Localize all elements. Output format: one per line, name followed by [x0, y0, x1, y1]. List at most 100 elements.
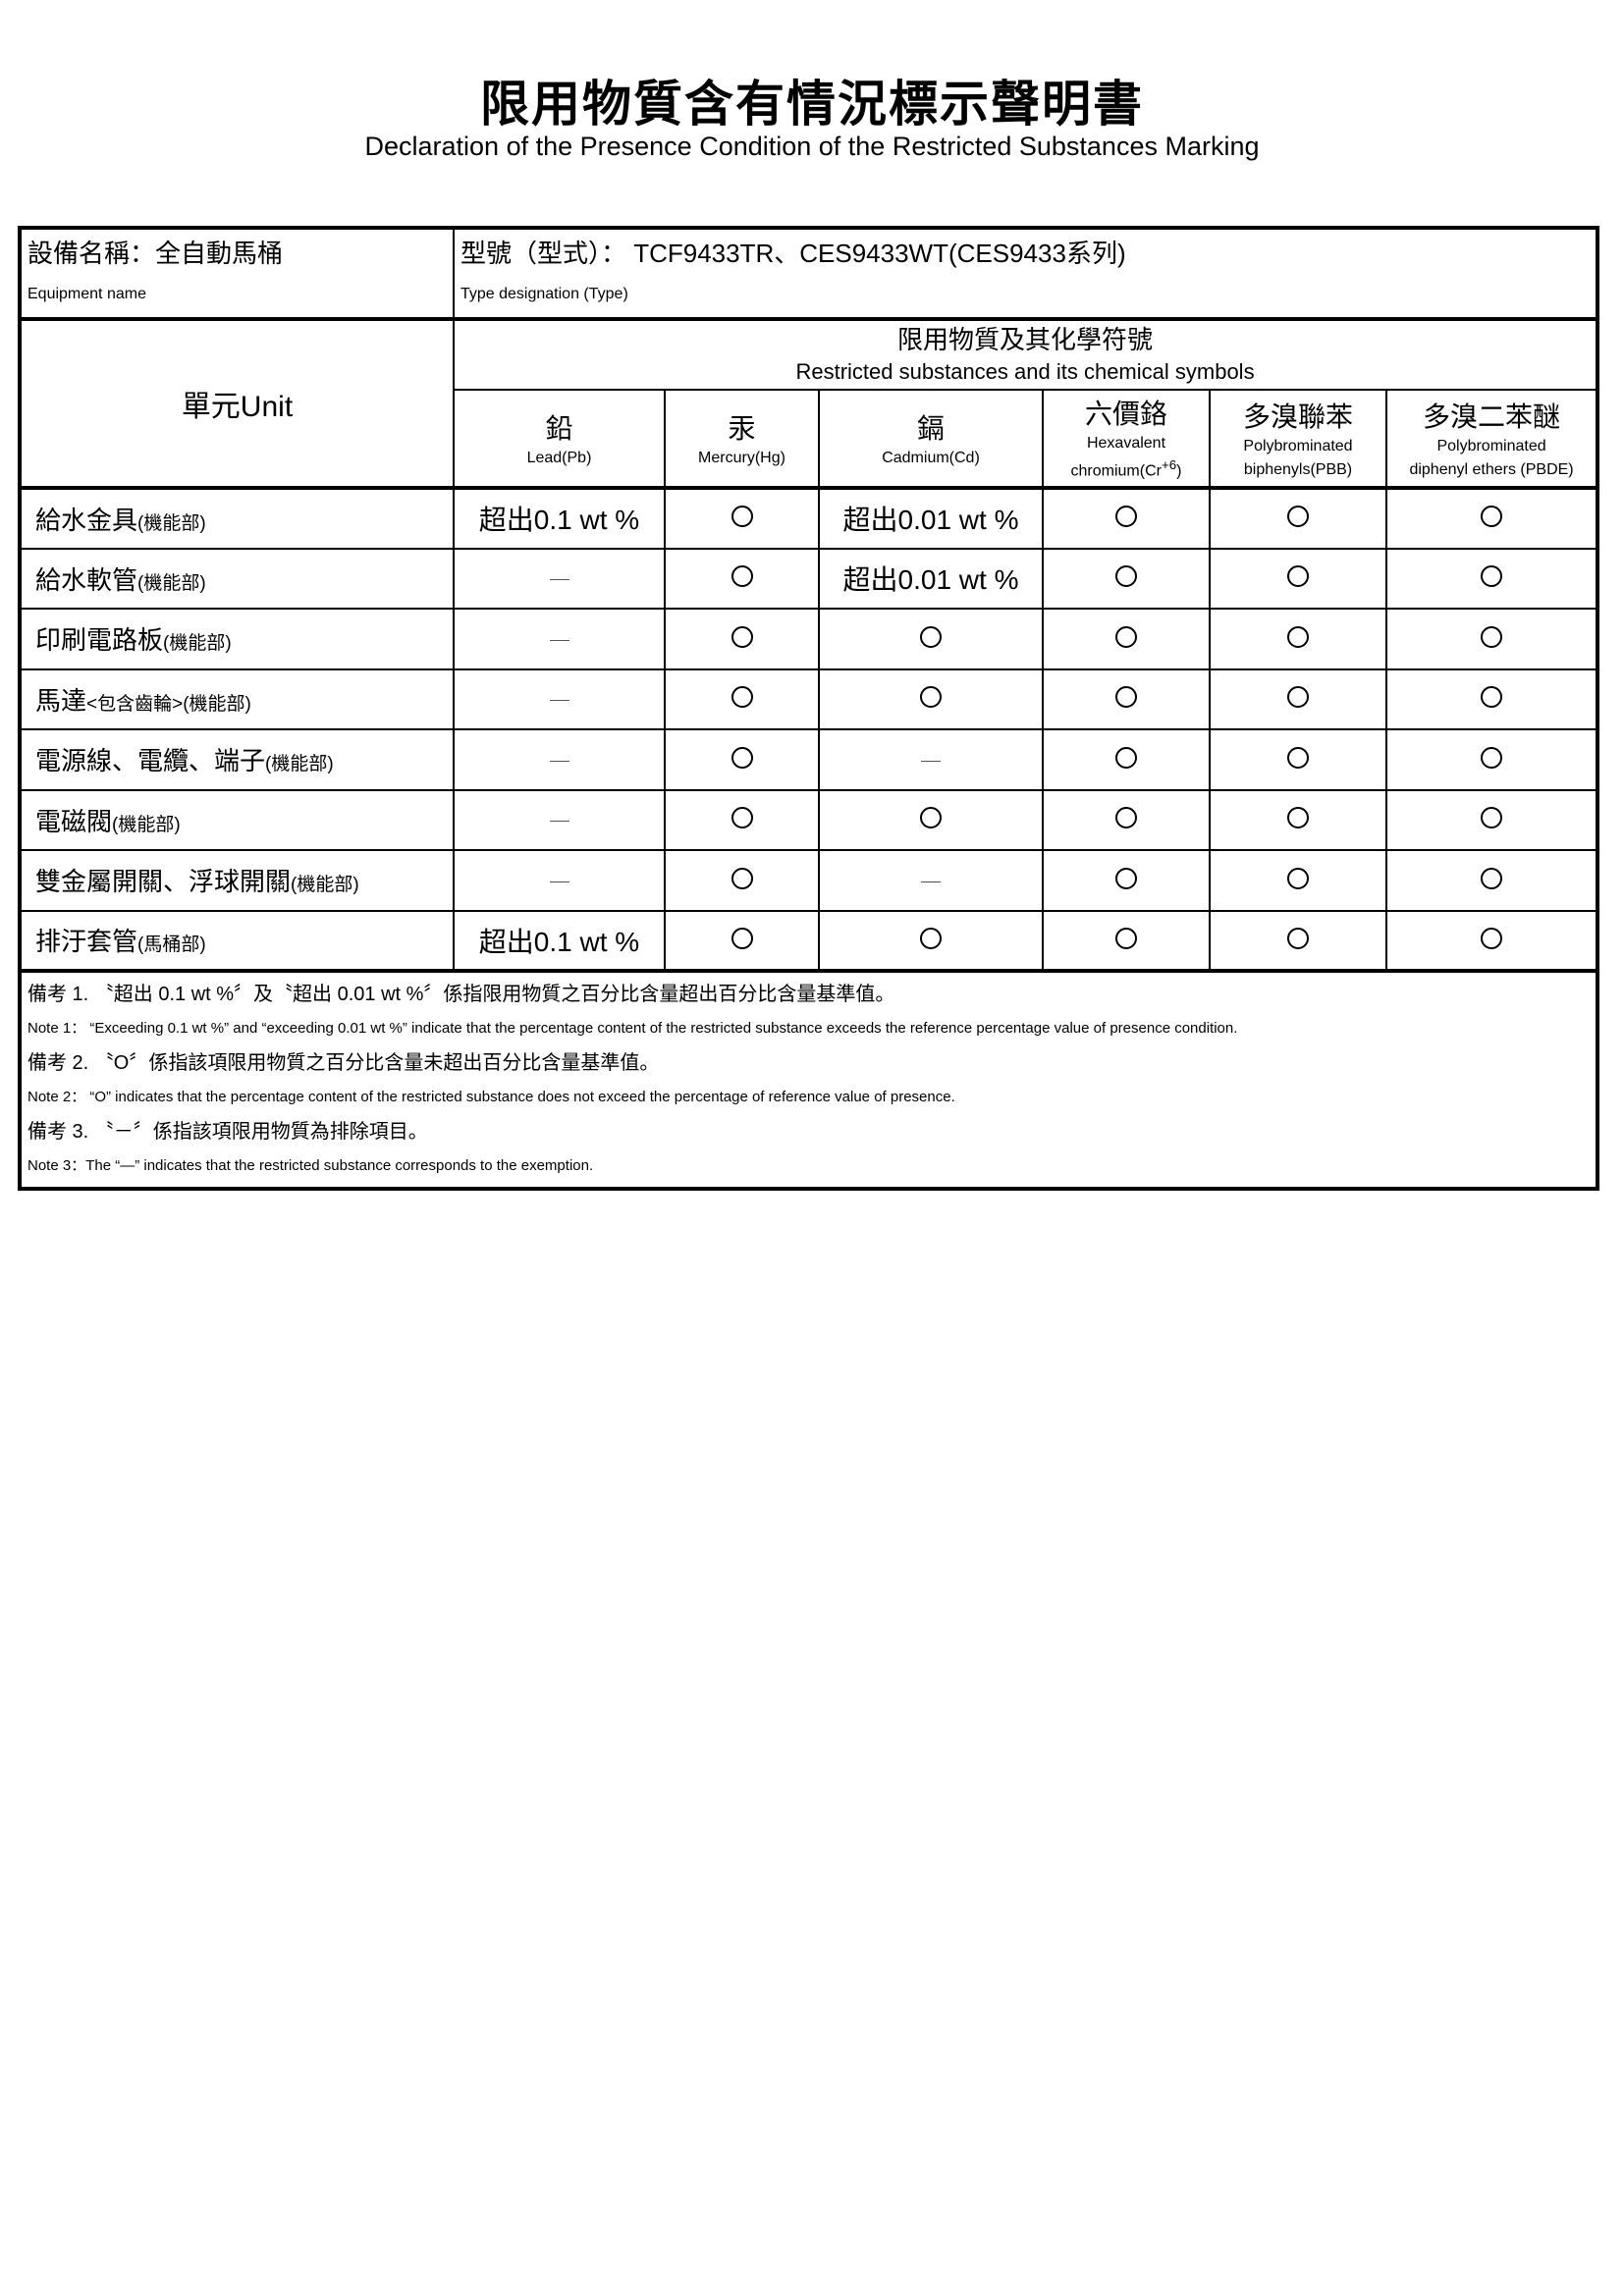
column-header-zh: 多溴二苯醚 [1423, 400, 1561, 432]
column-header-zh: 多溴聯苯 [1242, 400, 1353, 432]
circle-mark-icon [1287, 686, 1309, 709]
part-note: (機能部) [137, 572, 206, 594]
value-cell [453, 849, 666, 912]
value-cell [453, 608, 666, 670]
dash-mark-icon [549, 760, 569, 762]
part-name: 馬達<包含齒輪>(機能部) [19, 667, 455, 730]
superscript: +6 [1161, 457, 1177, 473]
circle-mark-icon [1481, 506, 1503, 528]
value-text: 超出0.01 wt % [842, 505, 1019, 536]
value-cell: 超出0.1 wt % [453, 487, 666, 550]
equipment-name-en: Equipment name [27, 286, 146, 302]
dash-mark-icon [549, 579, 569, 581]
circle-mark-icon [731, 927, 753, 949]
circle-mark-icon [920, 927, 942, 949]
value-cell [664, 849, 820, 912]
circle-mark-icon [1287, 867, 1309, 889]
column-header-en: Lead(Pb) [526, 449, 592, 466]
table-row: 馬達<包含齒輪>(機能部) [19, 667, 1599, 730]
circle-mark-icon [731, 686, 753, 709]
circle-mark-icon [1481, 927, 1503, 949]
part-note: (機能部) [265, 754, 334, 775]
value-cell [1384, 788, 1599, 851]
value-cell [664, 728, 820, 791]
unit-header: 單元Unit [19, 318, 455, 490]
column-header-en: Mercury(Hg) [698, 449, 785, 466]
type-designation-zh: 型號（型式）： TCF9433TR、CES9433WT(CES9433系列) [460, 239, 1126, 268]
part-note: (機能部) [137, 512, 206, 534]
note-zh: 備考 3. 〝－〞係指該項限用物質為排除項目。 [27, 1121, 428, 1143]
substances-header-en: Restricted substances and its chemical s… [795, 359, 1255, 385]
value-cell: 超出0.01 wt % [818, 487, 1044, 550]
circle-mark-icon [1115, 746, 1137, 769]
circle-mark-icon [731, 565, 753, 588]
circle-mark-icon [1115, 506, 1137, 528]
value-cell [453, 788, 666, 851]
value-cell [664, 667, 820, 730]
part-label: 給水金具 [35, 505, 138, 535]
circle-mark-icon [1287, 506, 1309, 528]
column-header-en: Polybrominated [1436, 437, 1546, 454]
circle-mark-icon [920, 807, 942, 829]
page-subtitle: Declaration of the Presence Condition of… [364, 132, 1260, 161]
circle-mark-icon [1287, 625, 1309, 648]
value-cell [1042, 608, 1211, 670]
value-cell [1384, 547, 1599, 610]
column-header-zh: 汞 [728, 412, 756, 444]
value-cell [1042, 667, 1211, 730]
value-cell [818, 728, 1044, 791]
part-name: 電磁閥(機能部) [19, 788, 455, 851]
value-cell [818, 608, 1044, 670]
part-name: 給水軟管(機能部) [19, 547, 455, 610]
circle-mark-icon [1481, 807, 1503, 829]
part-name: 給水金具(機能部) [19, 487, 455, 550]
part-note: (馬桶部) [137, 934, 206, 956]
value-cell [1209, 909, 1387, 972]
value-cell [453, 728, 666, 791]
part-label: 給水軟管 [35, 564, 138, 595]
circle-mark-icon [1481, 565, 1503, 588]
circle-mark-icon [1287, 565, 1309, 588]
en2-text: diphenyl ethers (PBDE) [1409, 460, 1574, 478]
circle-mark-icon [1287, 807, 1309, 829]
part-label: 雙金屬開關、浮球開關 [35, 867, 292, 897]
circle-mark-icon [920, 686, 942, 709]
restricted-substances-table: 設備名稱：全自動馬桶 Equipment name 型號（型式）： TCF9433… [18, 226, 1600, 1191]
value-cell [1384, 728, 1599, 791]
circle-mark-icon [1115, 927, 1137, 949]
substances-header: 限用物質及其化學符號 Restricted substances and its … [452, 318, 1599, 391]
dash-mark-icon [921, 760, 941, 762]
equipment-name-cell: 設備名稱：全自動馬桶 Equipment name [19, 227, 455, 321]
value-cell [1209, 487, 1387, 550]
circle-mark-icon [1115, 625, 1137, 648]
column-header-en2: chromium(Cr+6) [1044, 455, 1209, 483]
value-cell [818, 849, 1044, 912]
value-cell [664, 547, 820, 610]
value-cell [1384, 667, 1599, 730]
value-cell [1209, 547, 1387, 610]
equipment-name-zh: 設備名稱：全自動馬桶 [27, 239, 284, 268]
notes-cell: 備考 1. 〝超出 0.1 wt %〞及〝超出 0.01 wt %〞係指限用物質… [18, 969, 1599, 1190]
column-header-zh: 鎘 [916, 412, 945, 444]
circle-mark-icon [1481, 686, 1503, 709]
value-cell [1384, 487, 1599, 550]
value-cell [1209, 728, 1387, 791]
value-cell [1042, 547, 1211, 610]
value-cell [664, 788, 820, 851]
value-cell [1042, 728, 1211, 791]
part-note: <包含齒輪>(機能部) [86, 693, 251, 715]
value-cell [664, 487, 820, 550]
part-note: (機能部) [112, 814, 181, 835]
column-header: 汞 Mercury(Hg) [664, 389, 820, 490]
part-note: (機能部) [291, 875, 359, 896]
part-label: 電源線、電纜、端子 [35, 746, 266, 776]
part-name: 雙金屬開關、浮球開關(機能部) [19, 849, 455, 912]
part-name: 排汙套管(馬桶部) [19, 909, 455, 972]
value-cell [1209, 667, 1387, 730]
circle-mark-icon [1287, 746, 1309, 769]
dash-mark-icon [549, 639, 569, 641]
column-header: 多溴二苯醚 Polybrominated diphenyl ethers (PBDE… [1384, 389, 1599, 490]
circle-mark-icon [1481, 867, 1503, 889]
value-cell: 超出0.01 wt % [818, 547, 1044, 610]
column-header-en: Cadmium(Cd) [882, 449, 980, 466]
